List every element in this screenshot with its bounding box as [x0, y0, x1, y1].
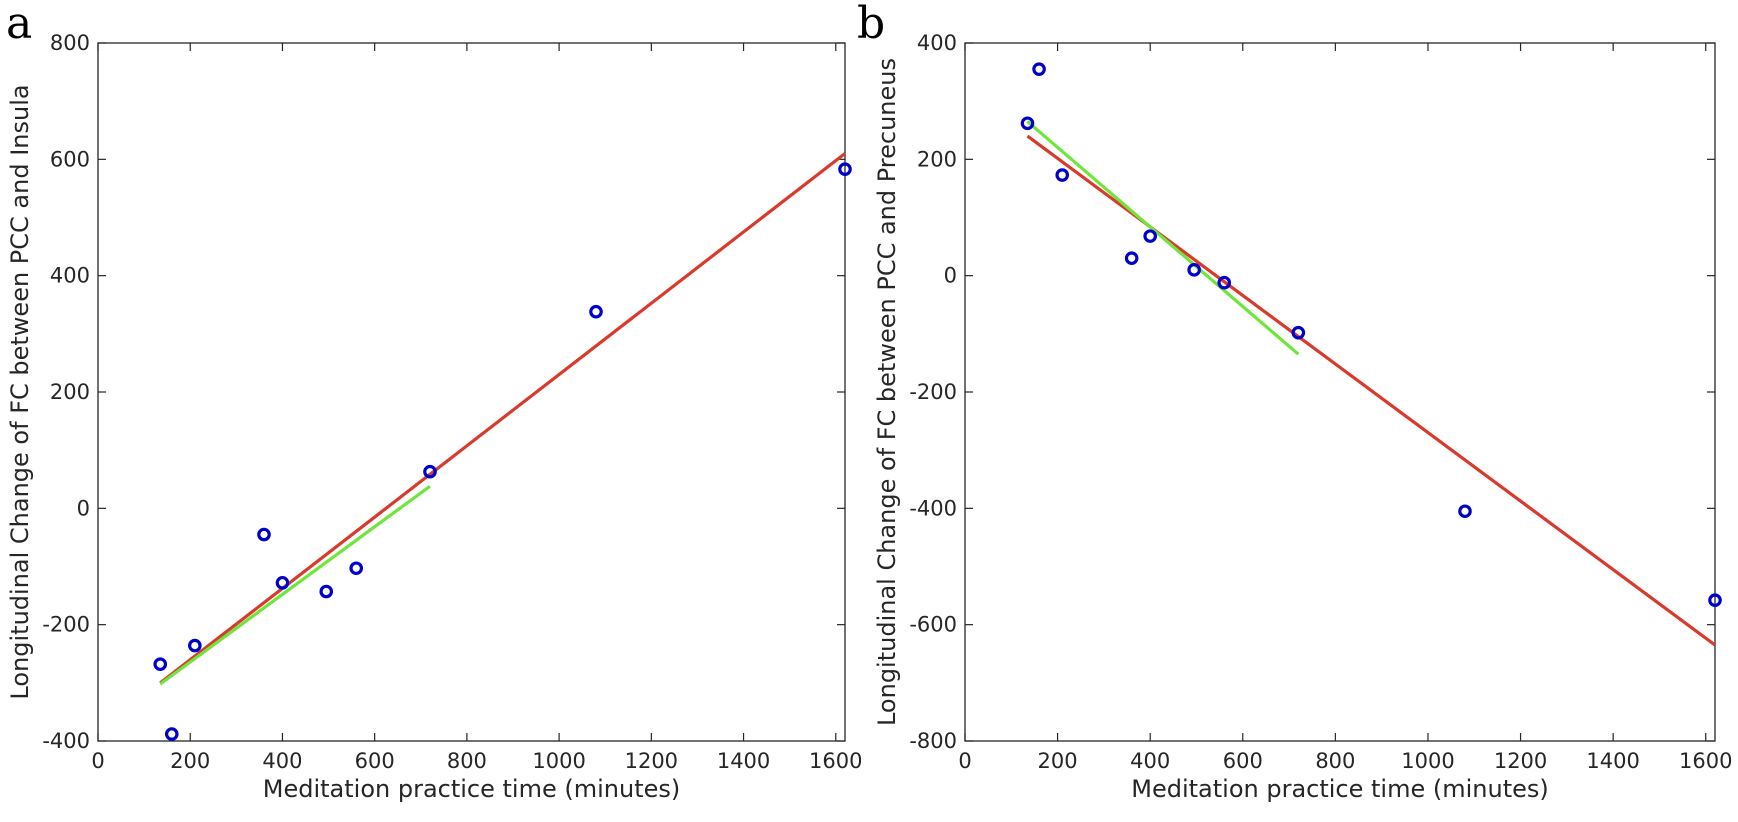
fit-lines-a — [159, 152, 846, 686]
data-point-b — [1187, 263, 1201, 277]
x-tick-label-b: 1600 — [1679, 749, 1732, 773]
data-point-a — [188, 638, 202, 653]
y-tick-label-b: 200 — [917, 147, 957, 171]
data-point-b — [1124, 251, 1139, 266]
data-point-a — [153, 657, 168, 672]
fit-all-line-b — [1026, 134, 1716, 647]
x-tick-label-a: 1600 — [809, 749, 862, 773]
y-tick-label-a: -200 — [42, 613, 90, 637]
data-point-a — [589, 304, 603, 319]
tick-group-b: 0 200 400 600 800 1000 1200 1400 1600 -800 -600 -40… — [909, 31, 1732, 773]
y-tick-label-a: 200 — [50, 380, 90, 404]
fit-all-line-a — [159, 152, 846, 685]
fit-lines-b — [1026, 120, 1716, 647]
y-tick-label-a: 400 — [50, 264, 90, 288]
x-tick-label-b: 200 — [1038, 749, 1078, 773]
data-point-a — [257, 527, 271, 542]
panel-a: a 0 200 400 600 800 1000 1200 1400 1600-400-2000… — [6, 0, 863, 803]
x-axis-label-a: Meditation practice time (minutes) — [263, 775, 681, 803]
x-tick-label-a: 1400 — [717, 749, 770, 773]
data-point-b — [1458, 504, 1472, 519]
x-tick-label-a: 1000 — [532, 749, 585, 773]
x-tick-label-b: 400 — [1130, 749, 1170, 773]
x-tick-label-b: 1000 — [1401, 749, 1454, 773]
x-tick-label-b: 1400 — [1586, 749, 1639, 773]
plot-frame-b — [964, 42, 1716, 742]
y-axis-label-b: Longitudinal Change of FC between PCC an… — [873, 58, 901, 726]
tick-group-a: 0 200 400 600 800 1000 1200 1400 1600 -400 -200 0 20… — [42, 31, 862, 773]
data-points-b — [1020, 62, 1722, 608]
x-tick-label-b: 1200 — [1494, 749, 1547, 773]
data-point-b — [1055, 168, 1070, 182]
y-tick-label-b: -400 — [909, 496, 957, 520]
data-point-b — [1217, 275, 1232, 290]
x-tick-label-a: 200 — [170, 749, 210, 773]
x-tick-label-b: 600 — [1223, 749, 1263, 773]
data-point-a — [349, 561, 364, 576]
y-tick-label-b: -600 — [909, 613, 957, 637]
x-tick-label-a: 1200 — [625, 749, 678, 773]
fit-subset-line-a — [159, 484, 431, 686]
y-tick-label-a: -400 — [42, 729, 90, 753]
x-tick-label-a: 0 — [91, 749, 104, 773]
data-point-a — [423, 464, 437, 479]
data-point-b — [1708, 593, 1722, 608]
data-points-a — [153, 162, 852, 741]
x-tick-label-b: 0 — [958, 749, 971, 773]
x-tick-label-b: 800 — [1315, 749, 1355, 773]
x-tick-label-a: 400 — [262, 749, 302, 773]
data-point-b — [1020, 116, 1035, 131]
panel-letter-b: b — [857, 0, 885, 49]
plot-frame-a — [97, 42, 846, 742]
data-point-b — [1143, 229, 1157, 243]
data-point-a — [275, 575, 290, 590]
data-point-b — [1291, 325, 1306, 340]
x-axis-label-b: Meditation practice time (minutes) — [1131, 775, 1549, 803]
data-point-a — [164, 727, 179, 741]
x-tick-label-a: 600 — [355, 749, 395, 773]
data-point-a — [838, 162, 852, 177]
y-tick-label-a: 800 — [50, 31, 90, 55]
y-tick-label-a: 600 — [50, 147, 90, 171]
data-point-b — [1032, 62, 1046, 76]
y-tick-label-b: 0 — [944, 264, 957, 288]
y-tick-label-b: -200 — [909, 380, 957, 404]
y-tick-label-b: -800 — [909, 729, 957, 753]
panel-letter-a: a — [6, 0, 32, 49]
panel-b: b 0 200 400 600 800 1000 1200 1400 1600 -800 -600 -… — [857, 0, 1732, 803]
y-tick-label-b: 400 — [917, 31, 957, 55]
fit-subset-line-b — [1026, 120, 1300, 356]
data-point-a — [319, 584, 334, 599]
y-tick-label-a: 0 — [77, 496, 90, 520]
y-axis-label-a: Longitudinal Change of FC between PCC an… — [6, 84, 34, 699]
x-tick-label-a: 800 — [447, 749, 487, 773]
